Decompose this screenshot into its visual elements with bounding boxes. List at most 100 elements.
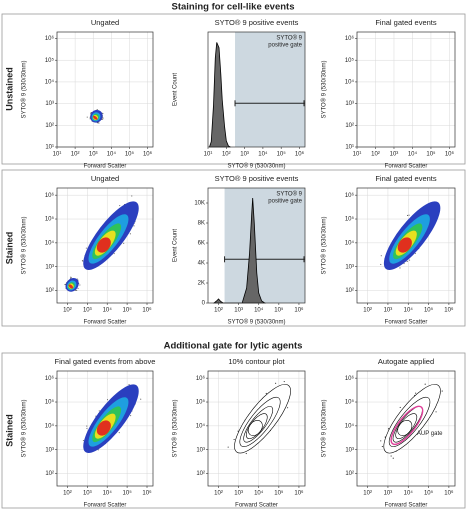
x-tick-label: 10⁶	[444, 307, 454, 314]
y-tick-label: 10⁵	[196, 399, 206, 406]
plot-frame	[356, 370, 456, 487]
x-tick-label: 10³	[234, 308, 243, 314]
panel: Ungated Forward Scatter SYTO® 9 (530/30nm)…	[21, 174, 154, 326]
event-dot	[128, 384, 130, 386]
y-tick-label: 10⁶	[345, 375, 355, 382]
event-dot	[113, 253, 115, 255]
y-tick-label: 10³	[345, 447, 354, 453]
event-dot	[96, 109, 98, 111]
x-axis-label: Forward Scatter	[385, 320, 428, 326]
x-tick-label: 10⁵	[274, 307, 284, 314]
x-axis-label: Forward Scatter	[84, 164, 127, 170]
x-tick-label: 10²	[363, 308, 372, 314]
population	[68, 284, 74, 289]
event-dot	[381, 445, 383, 448]
y-axis-label: SYTO® 9 (530/30nm)	[21, 399, 28, 457]
event-dot	[265, 392, 267, 395]
x-tick-label: 10²	[371, 152, 380, 158]
event-dot	[102, 118, 104, 120]
x-tick-label: 10⁴	[103, 490, 113, 497]
panel: Autogate applied Forward Scatter SYTO® 9 (…	[321, 357, 456, 509]
x-tick-label: 10²	[214, 308, 223, 314]
y-tick-label: 10⁴	[45, 78, 55, 85]
event-dot	[82, 439, 84, 442]
x-tick-label: 10⁶	[143, 151, 153, 158]
event-dot	[233, 438, 235, 441]
x-axis-label: Forward Scatter	[385, 503, 428, 509]
x-axis-label: SYTO® 9 (530/30nm)	[227, 163, 285, 170]
x-tick-label: 10⁶	[142, 490, 152, 497]
y-tick-label: 8K	[198, 221, 205, 227]
gate-label: SYTO® 9	[276, 191, 302, 198]
plot-frame	[356, 187, 456, 304]
x-tick-label: 10²	[222, 152, 231, 158]
plot-frame	[207, 370, 306, 487]
x-tick-label: 10³	[83, 308, 92, 314]
event-dot	[64, 283, 66, 285]
section-title: Staining for cell-like events	[171, 2, 294, 13]
y-tick-label: 10⁶	[345, 35, 355, 42]
x-axis-label: Forward Scatter	[84, 503, 127, 509]
x-tick-label: 10⁶	[444, 490, 454, 497]
event-dot	[408, 214, 410, 216]
x-tick-label: 10⁵	[424, 307, 434, 314]
event-dot	[390, 455, 392, 457]
plot-frame	[207, 187, 306, 304]
y-tick-label: 10²	[196, 471, 205, 477]
y-tick-label: 10⁶	[45, 192, 55, 199]
plot-frame	[56, 31, 154, 148]
x-tick-label: 10⁶	[295, 151, 305, 158]
event-dot	[409, 259, 411, 261]
gate-label: positive gate	[268, 199, 302, 205]
event-dot	[140, 398, 142, 400]
panel-title: Final gated events	[375, 174, 437, 183]
x-tick-label: 10³	[384, 491, 393, 497]
gate-region	[235, 32, 305, 147]
event-dot	[79, 284, 81, 286]
x-tick-label: 10⁶	[142, 307, 152, 314]
event-dot	[90, 112, 92, 114]
y-tick-label: 10³	[45, 447, 54, 453]
x-tick-label: 10²	[63, 491, 72, 497]
population	[243, 406, 274, 443]
event-dot	[403, 263, 405, 265]
y-tick-label: 10³	[45, 101, 54, 107]
x-tick-label: 10⁴	[103, 307, 113, 314]
x-tick-label: 10¹	[353, 152, 362, 158]
event-dot	[106, 399, 109, 401]
plot-frame	[207, 31, 306, 148]
y-tick-label: 10³	[345, 101, 354, 107]
event-dot	[380, 440, 382, 442]
gate-annotation: AUP gate	[417, 431, 443, 437]
event-dot	[81, 260, 83, 262]
event-dot	[98, 410, 100, 412]
gate-label: SYTO® 9	[276, 35, 302, 42]
event-dot	[119, 205, 121, 207]
panel: 10% contour plot Forward Scatter SYTO® 9 (…	[172, 357, 306, 509]
event-dot	[387, 428, 390, 430]
x-tick-label: 10³	[384, 308, 393, 314]
x-tick-label: 10⁵	[424, 490, 434, 497]
event-dot	[133, 225, 135, 227]
x-tick-label: 10³	[240, 152, 249, 158]
x-tick-label: 10⁵	[123, 307, 133, 314]
population	[239, 396, 281, 447]
x-tick-label: 10¹	[53, 152, 62, 158]
y-axis-label: SYTO® 9 (530/30nm)	[21, 60, 28, 118]
event-dot	[399, 406, 401, 408]
x-axis-label: Forward Scatter	[235, 503, 278, 509]
event-dot	[283, 381, 285, 383]
y-tick-label: 6K	[198, 241, 205, 247]
section-title: Additional gate for lytic agents	[164, 341, 303, 352]
y-tick-label: 10⁴	[196, 422, 206, 429]
y-tick-label: 10³	[196, 447, 205, 453]
x-tick-label: 10⁵	[123, 490, 133, 497]
event-dot	[130, 415, 132, 417]
event-dot	[77, 287, 79, 289]
plot-frame	[56, 187, 154, 304]
y-tick-label: 10⁶	[345, 192, 355, 199]
panel-title: 10% contour plot	[228, 357, 285, 366]
x-tick-label: 10⁶	[294, 490, 304, 497]
event-dot	[406, 214, 409, 216]
